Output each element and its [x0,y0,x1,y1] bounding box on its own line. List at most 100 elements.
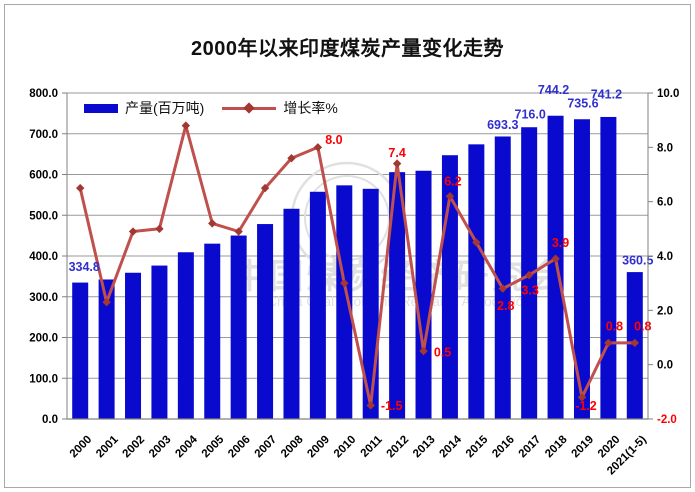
production-bar [230,235,247,419]
left-axis-tick-label: 800.0 [29,88,58,100]
growth-marker-icon [630,338,639,348]
growth-value-label: 3.3 [521,284,538,298]
production-bar [600,116,617,419]
chart-title: 2000年以来印度煤炭产量变化走势 [191,38,504,60]
production-bar [283,208,300,419]
growth-marker-icon [366,401,375,410]
growth-marker-icon [102,297,111,307]
legend-line-swatch-icon [222,101,277,114]
legend-growth-label: 增长率% [283,100,338,116]
chart-legend: 产量(百万吨) 增长率% [84,99,338,117]
x-axis-year-label: 2003 [147,434,174,461]
growth-value-label: 2.8 [497,299,514,313]
growth-marker-icon [498,284,507,293]
growth-marker-icon [313,143,323,152]
left-axis-tick-label: 300.0 [29,292,58,304]
x-axis-year-label: 2014 [437,433,464,460]
left-axis-tick-label: 600.0 [29,170,58,182]
growth-value-label: 0.8 [606,319,623,333]
right-axis-tick-label: -2.0 [657,414,677,426]
production-bar [204,243,221,419]
growth-marker-icon [551,254,560,263]
growth-marker-icon [604,338,613,348]
growth-value-label: 8.0 [325,133,342,147]
x-axis-year-label: 2010 [332,434,359,461]
right-axis-tick-label: 4.0 [657,251,673,263]
x-axis-year-label: 2012 [385,434,412,461]
growth-marker-icon [260,183,270,193]
growth-marker-icon [524,270,534,280]
chart-border [4,4,691,488]
bar-value-label: 744.2 [538,83,569,97]
right-axis-tick-label: 0.0 [657,360,673,372]
growth-value-label: 7.4 [388,146,405,160]
production-bar [257,224,274,419]
growth-value-label: -1.2 [575,399,597,413]
bar-value-label: 360.5 [622,254,653,268]
production-bar [72,282,89,419]
right-axis-tick-label: 10.0 [657,88,679,100]
growth-marker-icon [234,227,243,236]
legend-production-label: 产量(百万吨) [125,100,205,116]
x-axis-year-label: 2007 [253,434,280,461]
x-axis-year-label: 2013 [411,434,438,461]
right-axis-tick-label: 2.0 [657,305,673,317]
x-axis-year-label: 2005 [200,433,227,460]
production-bar [468,144,485,419]
production-bar [547,115,564,420]
growth-marker-icon [76,183,85,193]
x-axis-year-label: 2001 [94,433,121,460]
growth-marker-icon [472,238,481,247]
left-axis-tick-label: 200.0 [29,333,58,345]
x-axis-year-label: 2002 [121,434,148,461]
production-bar [177,252,194,419]
x-axis-year-label: 2017 [517,434,544,461]
x-axis-year-label: 2015 [464,433,491,460]
production-bar [98,279,115,419]
left-axis-tick-label: 400.0 [29,251,58,263]
left-axis-tick-label: 0.0 [42,414,58,426]
left-axis-tick-label: 500.0 [29,210,58,222]
right-axis-tick-label: 8.0 [657,142,673,154]
legend-bar-swatch-icon [84,103,118,113]
bar-value-label: 741.2 [591,87,622,101]
growth-value-label: 0.8 [634,319,651,333]
x-axis-year-label: 2009 [305,434,332,461]
growth-marker-icon [155,224,164,234]
growth-value-label: -1.5 [381,399,403,413]
bar-value-label: 735.6 [567,97,598,111]
growth-marker-icon [128,227,138,236]
x-axis-year-label: 2011 [359,433,386,460]
production-bar [573,119,590,420]
x-axis-year-label: 2004 [173,433,200,460]
x-axis-year-label: 2008 [279,433,306,460]
production-bar [494,136,511,419]
growth-value-label: 3.9 [552,236,569,250]
x-axis-year-label: 2006 [226,434,253,461]
growth-marker-icon [577,393,587,402]
bar-value-label: 716.0 [515,108,546,122]
x-axis-year-label: 2019 [570,434,597,461]
growth-value-label: 0.5 [434,346,451,360]
growth-marker-icon [340,278,349,288]
production-bar [389,172,406,419]
growth-value-label: 6.2 [444,175,461,189]
bar-value-label: 334.8 [69,260,100,274]
production-bar [125,272,142,419]
growth-marker-icon [287,154,296,163]
growth-marker-icon [208,219,217,228]
x-axis-year-label: 2000 [68,434,95,461]
growth-marker-icon [445,192,455,201]
production-bar [415,170,432,419]
growth-line [78,124,635,407]
left-axis-tick-label: 700.0 [29,129,58,141]
growth-marker-icon [419,346,428,356]
production-bar [336,185,353,419]
production-bar [151,265,168,419]
left-axis-tick-label: 100.0 [29,373,58,385]
right-axis-tick-label: 6.0 [657,197,673,209]
bar-value-label: 693.3 [487,118,518,132]
x-axis-year-label: 2018 [543,433,570,460]
